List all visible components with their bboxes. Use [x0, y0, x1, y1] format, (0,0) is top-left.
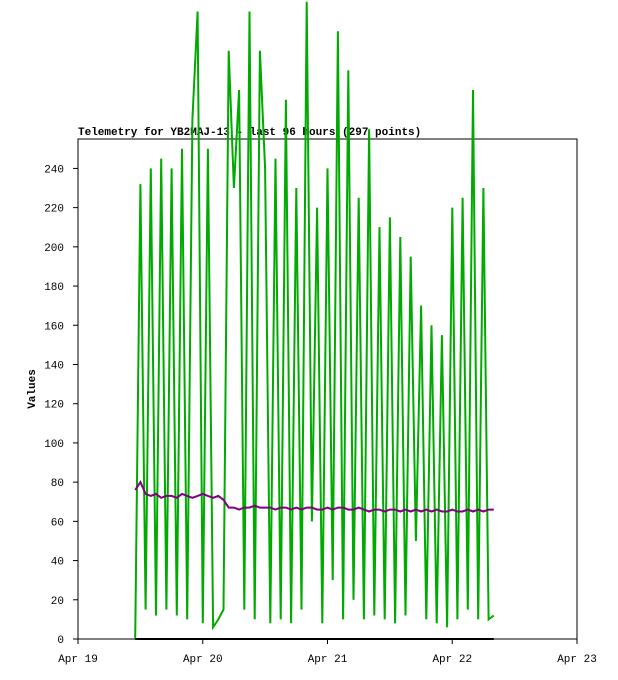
y-axis-label: Values	[27, 369, 39, 409]
y-tick-label: 140	[44, 360, 64, 372]
x-tick-label: Apr 22	[432, 654, 472, 666]
y-tick-label: 180	[44, 282, 64, 294]
x-tick-label: Apr 21	[308, 654, 348, 666]
y-tick-label: 60	[51, 517, 64, 529]
y-tick-label: 160	[44, 321, 64, 333]
y-tick-label: 100	[44, 439, 64, 451]
x-tick-label: Apr 19	[58, 654, 98, 666]
y-tick-label: 240	[44, 164, 64, 176]
y-tick-label: 40	[51, 557, 64, 569]
y-tick-label: 0	[57, 635, 64, 647]
y-tick-label: 80	[51, 478, 64, 490]
x-tick-label: Apr 20	[183, 654, 223, 666]
x-tick-label: Apr 23	[557, 654, 597, 666]
y-tick-label: 120	[44, 400, 64, 412]
series-line	[134, 1, 495, 640]
series-line	[134, 480, 494, 513]
y-tick-label: 200	[44, 243, 64, 255]
y-tick-label: 220	[44, 204, 64, 216]
y-tick-label: 20	[51, 596, 64, 608]
